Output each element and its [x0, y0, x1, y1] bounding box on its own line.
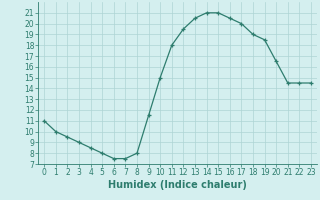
X-axis label: Humidex (Indice chaleur): Humidex (Indice chaleur)	[108, 180, 247, 190]
